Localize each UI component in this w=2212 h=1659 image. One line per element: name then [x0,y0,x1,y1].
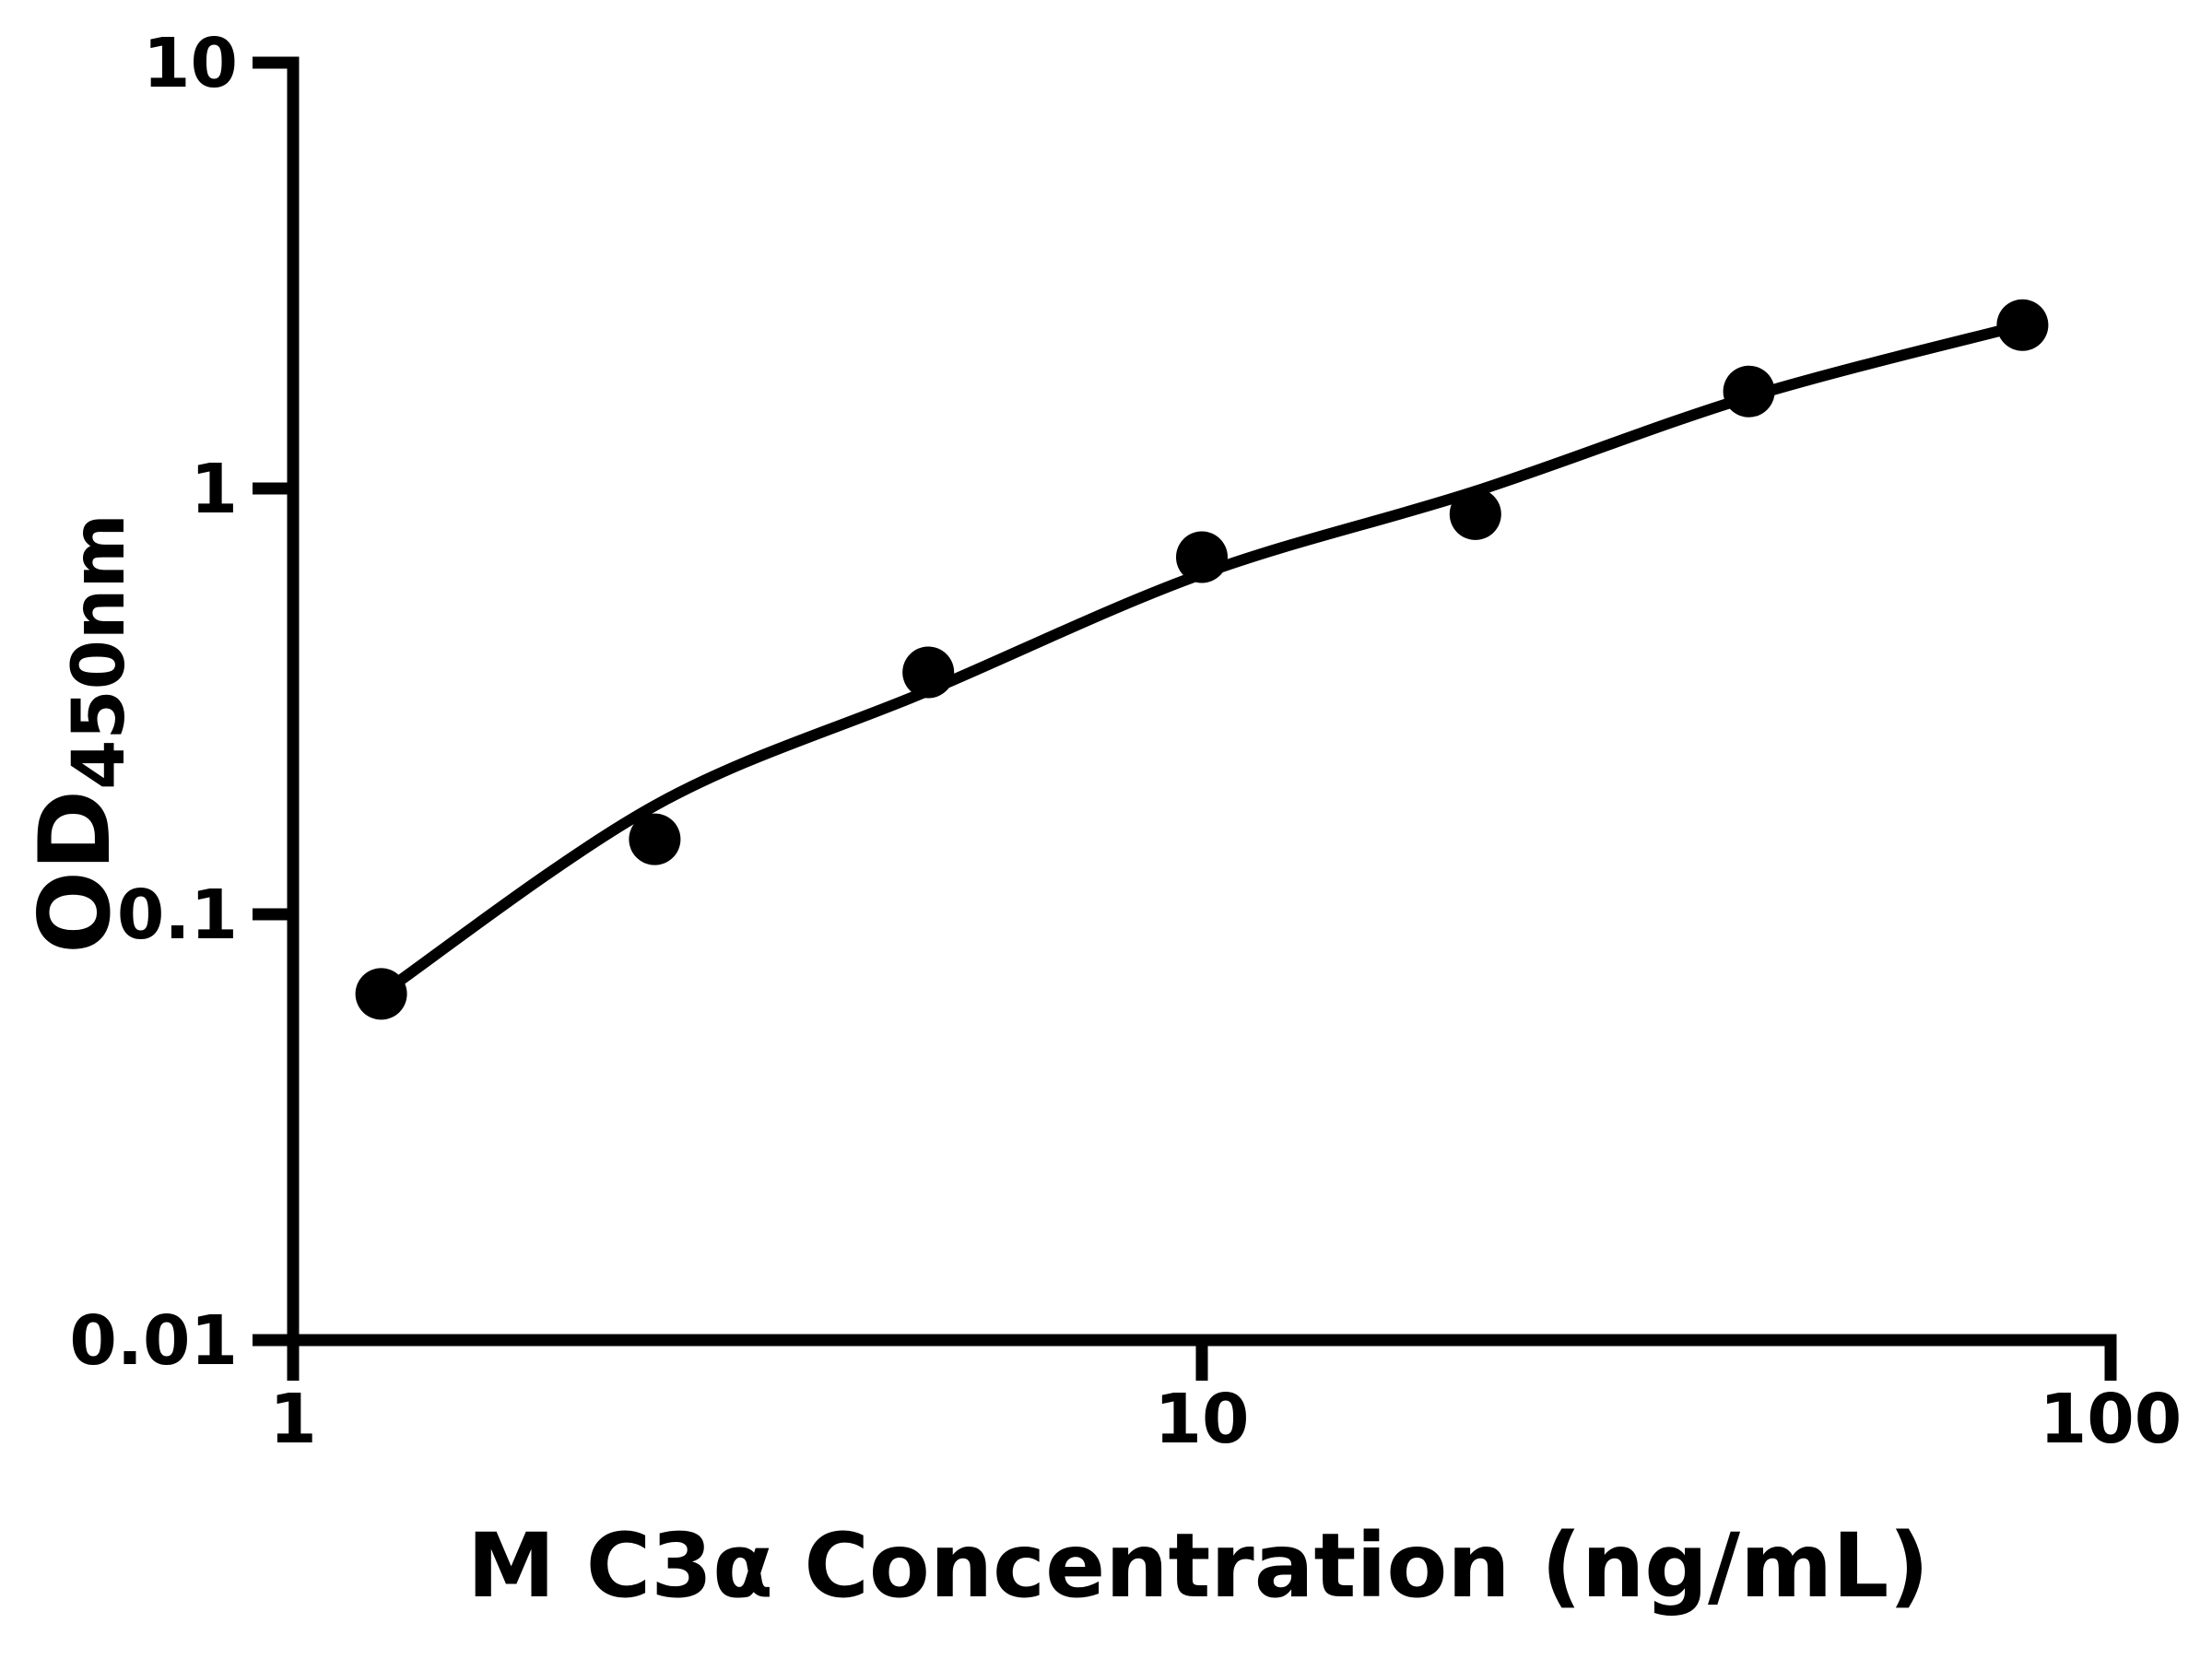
y-axis-title-main: OD [18,790,132,954]
axis-ticks [253,56,2117,1381]
y-axis-title: OD450nm [18,513,141,954]
axis-frame [253,56,2117,1381]
y-tick-label: 0.1 [117,876,238,955]
data-point-marker [629,813,681,865]
y-tick-label: 1 [191,450,239,529]
x-tick-label: 1 [269,1380,317,1459]
data-points [355,299,2049,1020]
data-point-marker [1723,365,1775,418]
data-point-marker [1996,299,2049,351]
x-tick-label: 10 [1155,1380,1250,1459]
data-point-marker [1176,531,1228,583]
y-tick-label: 10 [143,24,238,103]
x-axis-title: M C3α Concentration (ng/mL) [467,1514,1929,1618]
axis-tick-labels: 10 1 0.1 0.01 1 10 100 [69,24,2182,1459]
x-tick-label: 100 [2040,1380,2182,1459]
fit-curve-line [375,319,2029,1000]
y-axis-title-subscript: 450nm [58,513,141,790]
data-point-marker [902,646,955,699]
data-point-marker [355,968,407,1020]
data-point-marker [1449,488,1501,540]
y-tick-label: 0.01 [69,1301,238,1381]
